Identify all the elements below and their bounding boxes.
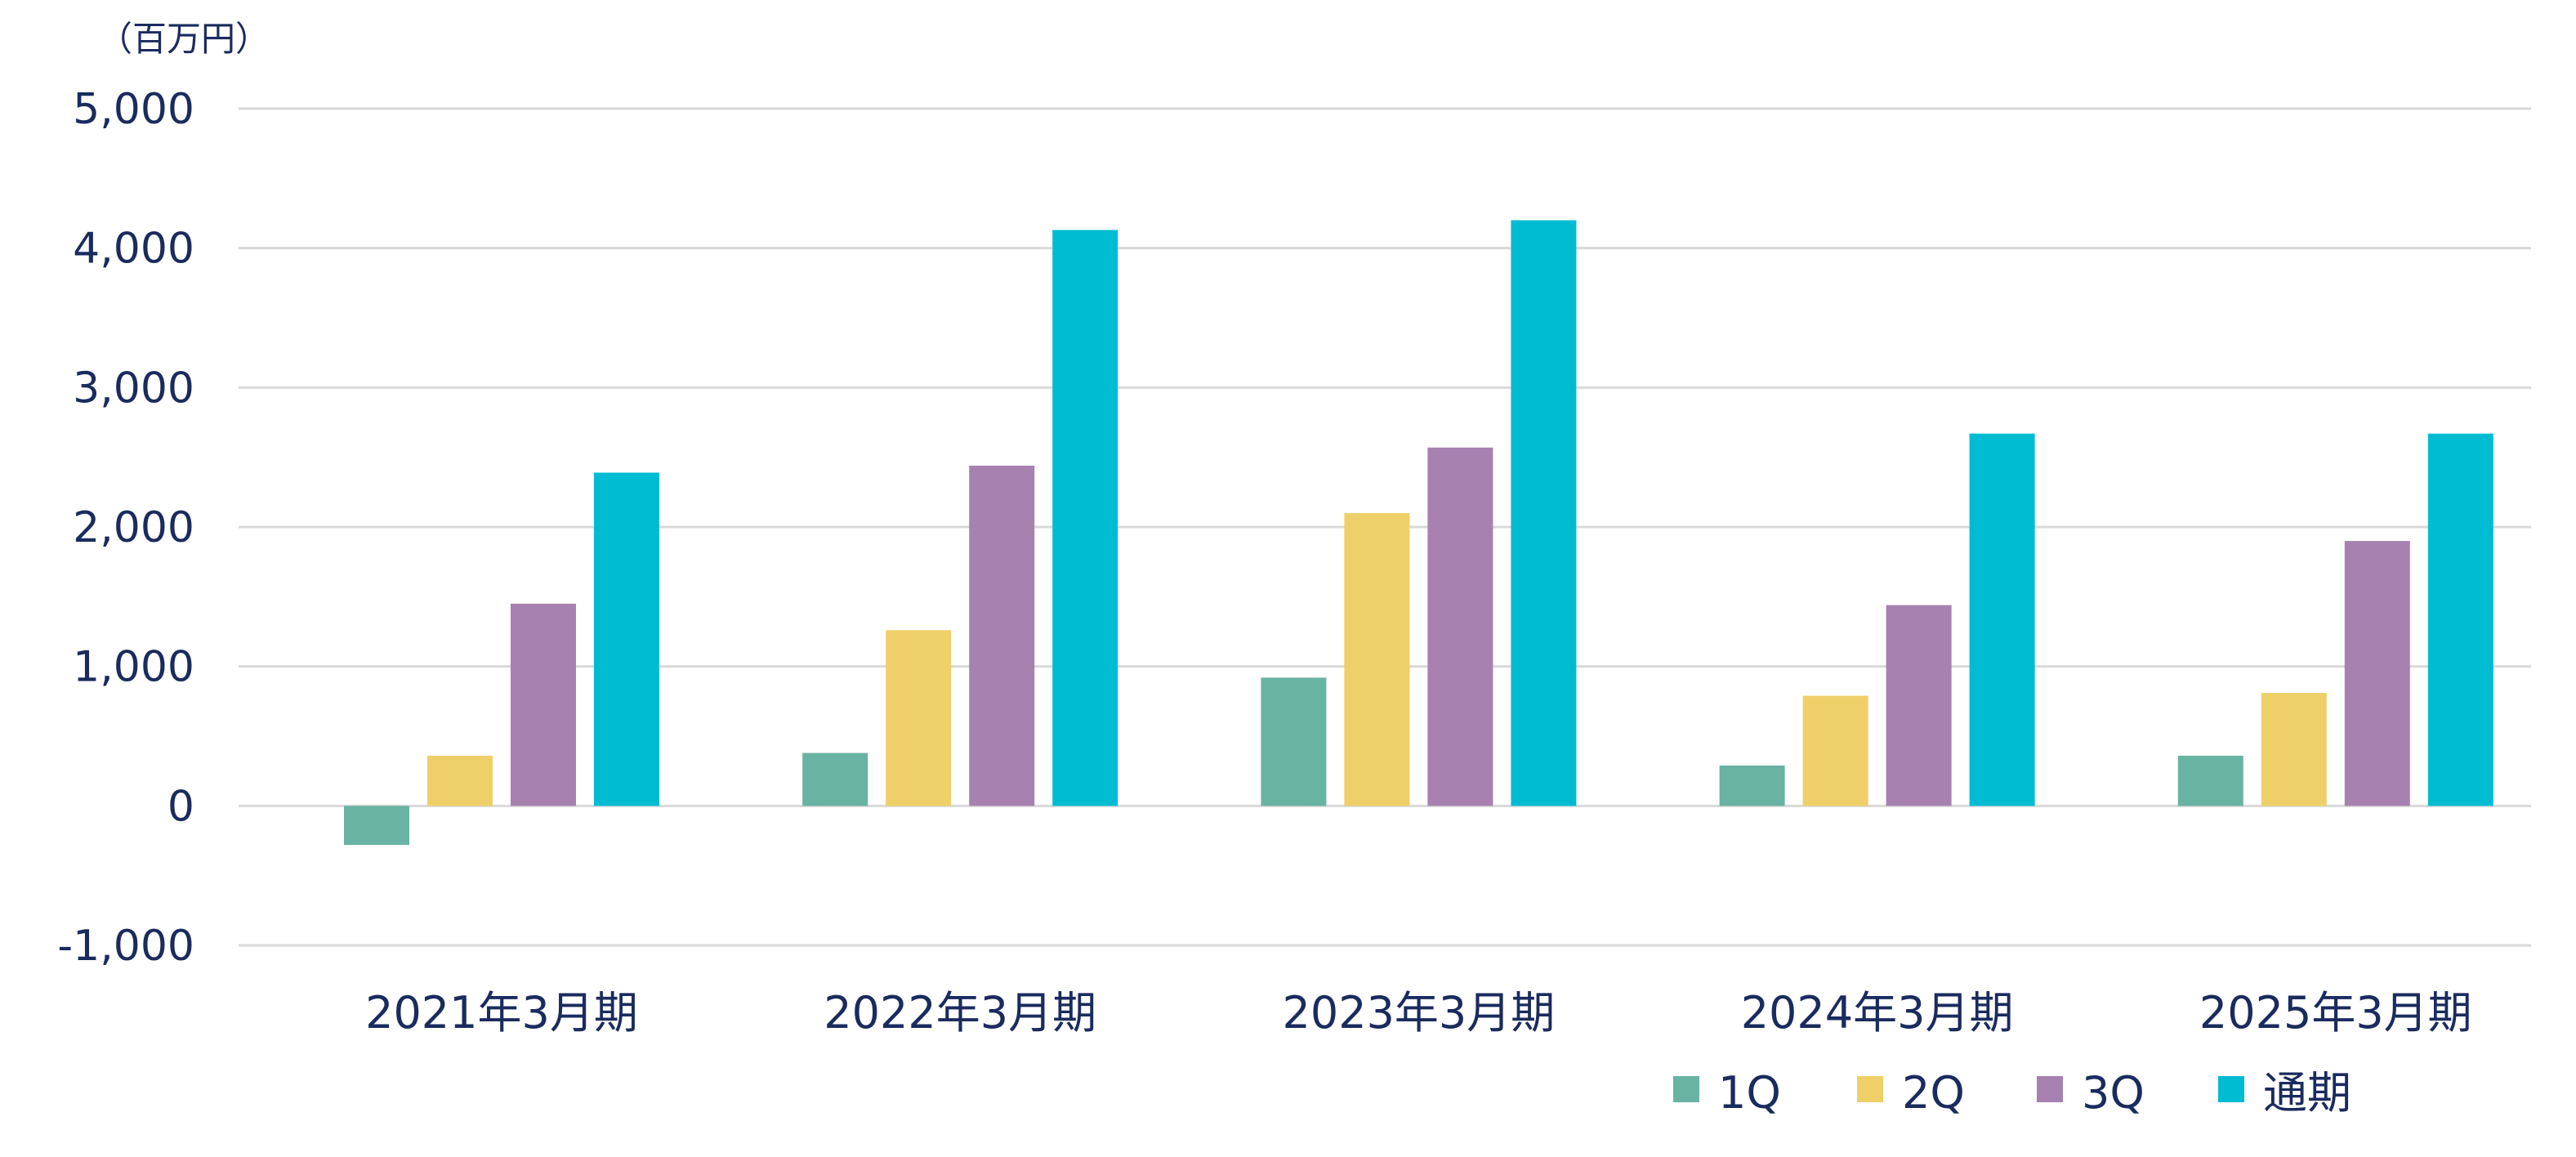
- legend-swatch: [1857, 1076, 1883, 1102]
- legend-label: 通期: [2263, 1067, 2351, 1119]
- x-category-label: 2024年3月期: [1741, 987, 2014, 1039]
- x-category-label: 2021年3月期: [365, 987, 638, 1039]
- y-tick-label: 3,000: [73, 364, 194, 413]
- bar-1-4: [1719, 765, 1785, 806]
- bar-3-1: [511, 603, 576, 806]
- bar-2-2: [886, 630, 952, 806]
- y-tick-label: 1,000: [73, 643, 194, 692]
- bar-2-5: [2261, 693, 2327, 806]
- bar-1-3: [1261, 677, 1327, 806]
- bar-1-2: [802, 753, 868, 806]
- legend-swatch: [1673, 1076, 1699, 1102]
- y-tick-label: 2,000: [73, 503, 194, 552]
- bar-4-2: [1052, 230, 1118, 806]
- legend-label: 2Q: [1902, 1067, 1965, 1119]
- legend-swatch: [2037, 1076, 2063, 1102]
- bar-3-3: [1427, 447, 1493, 806]
- bar-2-3: [1344, 512, 1410, 806]
- bars: [344, 220, 2493, 846]
- bar-1-1: [344, 806, 409, 846]
- y-tick-label: 5,000: [73, 85, 194, 134]
- x-category-label: 2022年3月期: [824, 987, 1096, 1039]
- y-tick-label: -1,000: [57, 922, 194, 971]
- legend: 1Q 2Q 3Q 通期: [1673, 1067, 2351, 1119]
- legend-label: 3Q: [2082, 1067, 2145, 1119]
- x-category-label: 2025年3月期: [2199, 987, 2472, 1039]
- unit-label: （百万円）: [98, 19, 270, 59]
- bar-1-5: [2177, 755, 2243, 806]
- bar-2-1: [427, 755, 493, 806]
- y-tick-label: 4,000: [73, 225, 194, 274]
- legend-swatch: [2218, 1076, 2244, 1102]
- bar-3-5: [2344, 541, 2410, 806]
- bar-4-1: [594, 472, 659, 806]
- x-axis: 2021年3月期 2022年3月期 2023年3月期 2024年3月期 2025年3月期: [365, 987, 2472, 1039]
- legend-label: 1Q: [1718, 1067, 1781, 1119]
- y-tick-label: 0: [167, 782, 194, 831]
- bar-3-4: [1886, 605, 1952, 806]
- y-axis: -1,000 0 1,000 2,000 3,000 4,000 5,000: [57, 85, 194, 971]
- bar-2-4: [1802, 695, 1868, 806]
- bar-4-3: [1511, 220, 1577, 806]
- x-category-label: 2023年3月期: [1283, 987, 1556, 1039]
- bar-4-4: [1969, 433, 2035, 806]
- bar-4-5: [2427, 433, 2493, 806]
- bar-3-2: [969, 465, 1035, 806]
